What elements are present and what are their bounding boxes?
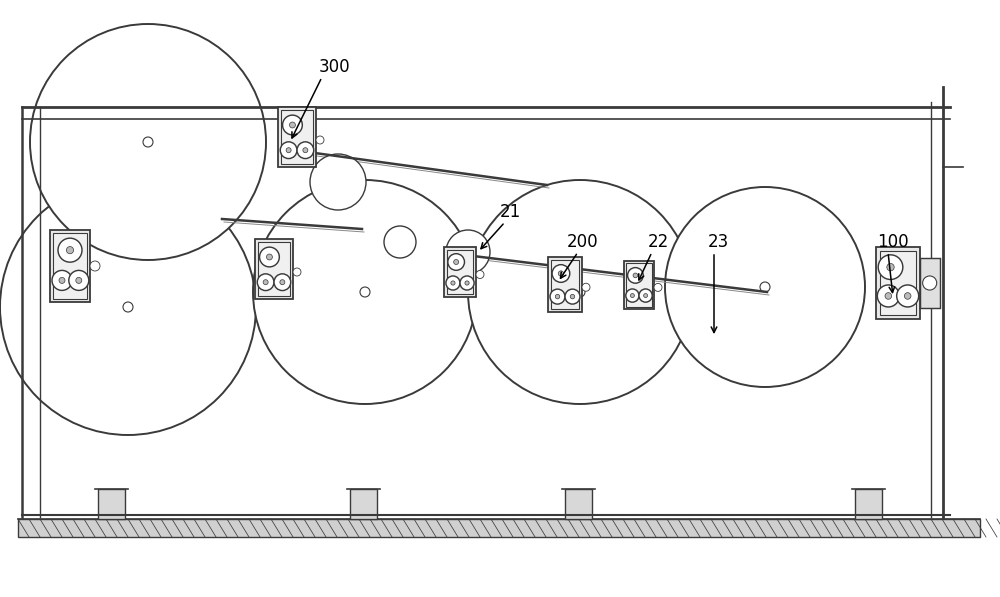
Bar [53, 233, 87, 299]
Circle shape [550, 289, 565, 304]
Circle shape [654, 284, 662, 291]
Circle shape [639, 289, 652, 302]
Circle shape [897, 285, 919, 307]
Circle shape [52, 270, 72, 290]
Circle shape [293, 268, 301, 276]
Bar [876, 247, 920, 319]
Circle shape [633, 273, 638, 278]
Bar [98, 489, 125, 519]
Circle shape [316, 136, 324, 144]
Circle shape [310, 154, 366, 210]
Circle shape [263, 279, 268, 285]
Circle shape [274, 274, 291, 291]
Circle shape [552, 264, 570, 282]
Circle shape [286, 147, 291, 153]
Bar [255, 239, 293, 299]
Circle shape [66, 247, 74, 254]
Bar [548, 257, 582, 312]
Circle shape [665, 187, 865, 387]
Bar [350, 489, 377, 519]
Bar [551, 260, 579, 309]
Circle shape [454, 260, 459, 264]
Circle shape [384, 226, 416, 258]
Circle shape [468, 180, 692, 404]
Circle shape [760, 282, 770, 292]
Circle shape [266, 254, 272, 260]
Circle shape [76, 278, 82, 284]
Circle shape [283, 115, 302, 135]
Text: 23: 23 [707, 233, 729, 251]
Circle shape [626, 289, 639, 302]
Circle shape [877, 285, 899, 307]
Circle shape [0, 179, 256, 435]
Circle shape [460, 276, 474, 290]
Circle shape [555, 294, 560, 299]
Circle shape [143, 137, 153, 147]
Circle shape [582, 283, 590, 291]
Circle shape [628, 267, 643, 283]
Circle shape [297, 142, 314, 159]
Circle shape [280, 279, 285, 285]
Bar [855, 489, 882, 519]
Circle shape [887, 263, 894, 271]
Circle shape [923, 276, 937, 290]
Circle shape [253, 180, 477, 404]
Bar [18, 519, 980, 537]
Circle shape [69, 270, 89, 290]
Bar [447, 250, 473, 294]
Bar [880, 251, 916, 315]
Circle shape [885, 293, 892, 299]
Bar [281, 110, 313, 164]
Bar [920, 258, 940, 308]
Circle shape [58, 238, 82, 262]
Circle shape [360, 287, 370, 297]
Text: 21: 21 [499, 203, 521, 221]
Circle shape [260, 247, 279, 267]
Circle shape [476, 270, 484, 278]
Bar [624, 261, 654, 309]
Circle shape [465, 281, 469, 285]
Bar [626, 263, 652, 307]
Circle shape [90, 261, 100, 271]
Bar [444, 247, 476, 297]
Circle shape [451, 281, 455, 285]
Text: 200: 200 [567, 233, 599, 251]
Text: 100: 100 [877, 233, 909, 251]
Circle shape [446, 230, 490, 274]
Circle shape [280, 142, 297, 159]
Circle shape [257, 274, 274, 291]
Circle shape [644, 294, 648, 297]
Circle shape [59, 278, 65, 284]
Circle shape [558, 271, 564, 276]
Circle shape [30, 24, 266, 260]
Circle shape [570, 294, 575, 299]
Bar [258, 242, 290, 296]
Circle shape [123, 302, 133, 312]
Circle shape [904, 293, 911, 299]
Circle shape [565, 289, 580, 304]
Bar [278, 107, 316, 167]
Circle shape [575, 287, 585, 297]
Text: 300: 300 [319, 58, 351, 76]
Circle shape [630, 294, 634, 297]
Bar [50, 230, 90, 302]
Circle shape [448, 254, 464, 270]
Text: 22: 22 [647, 233, 669, 251]
Circle shape [289, 122, 295, 128]
Circle shape [446, 276, 460, 290]
Circle shape [303, 147, 308, 153]
Bar [565, 489, 592, 519]
Circle shape [878, 255, 903, 279]
